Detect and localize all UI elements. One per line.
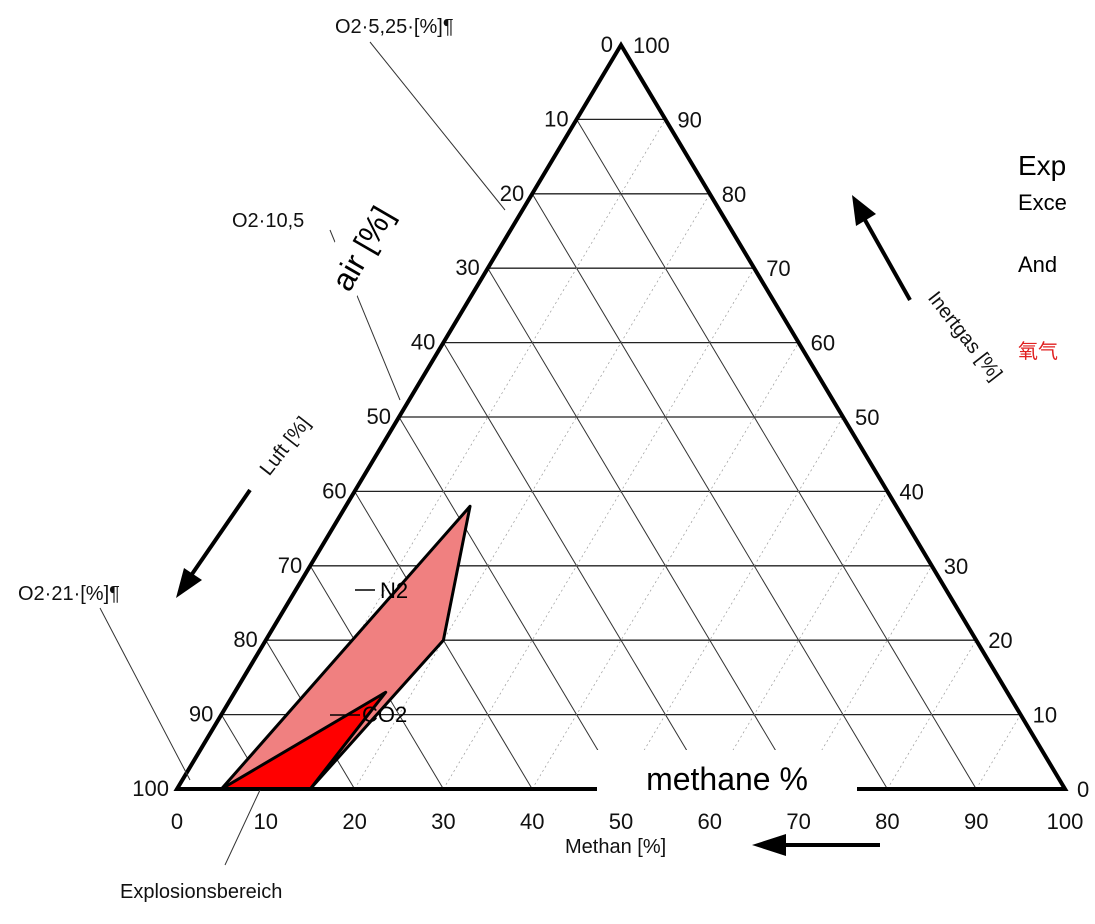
grid-line-air-90	[576, 119, 977, 790]
o2-label-10: O2·10,5	[232, 210, 304, 232]
methane-tick-label: 50	[609, 809, 633, 834]
o2-label-5: O2·5,25·[%]¶	[335, 16, 454, 38]
air-label-bg	[304, 174, 414, 319]
grid-line-air-50	[398, 416, 622, 790]
explosion-regions	[219, 504, 472, 791]
side-note-line-3: And	[1018, 252, 1058, 277]
inert-tick-label: 20	[988, 628, 1012, 653]
grid-line-methane-20	[354, 193, 711, 790]
luft-axis-label: Luft [%]	[256, 413, 315, 480]
air-tick-label: 70	[278, 553, 302, 578]
inert-axis-label: Inertgas [%]	[923, 287, 1006, 385]
o2-label-21: O2·21·[%]¶	[18, 583, 120, 605]
inert-axis-label-group: Inertgas [%]	[923, 287, 1006, 385]
inert-tick-label: 50	[855, 405, 879, 430]
inert-tick-label: 80	[722, 182, 746, 207]
air-tick-label: 100	[132, 776, 169, 801]
air-tick-label: 90	[189, 702, 213, 727]
air-tick-label: 60	[322, 478, 346, 503]
inert-tick-label: 90	[677, 107, 701, 132]
explosion-leader	[224, 789, 261, 866]
methane-arrow-head	[752, 834, 786, 856]
inert-tick-label: 60	[811, 331, 835, 356]
inert-arrow-head	[852, 195, 876, 226]
air-tick-label: 50	[367, 404, 391, 429]
inert-tick-label: 10	[1033, 703, 1057, 728]
air-tick-label: 40	[411, 330, 435, 355]
methane-tick-label: 40	[520, 809, 544, 834]
methane-axis-label: Methan [%]	[565, 836, 666, 858]
grid-line-air-70	[487, 267, 800, 790]
luft-axis-label-group: Luft [%]	[256, 413, 315, 480]
methane-tick-label: 70	[786, 809, 810, 834]
air-tick-label: 30	[455, 255, 479, 280]
n2-label: N2	[380, 578, 408, 603]
inert-tick-label: 30	[944, 554, 968, 579]
grid-line-methane-30	[443, 268, 755, 790]
methane-tick-label: 60	[698, 809, 722, 834]
methane-tick-label: 0	[171, 809, 183, 834]
inert-tick-label: 100	[633, 33, 670, 58]
explosion-label: Explosionsbereich	[120, 881, 282, 903]
air-tick-label: 0	[601, 32, 613, 57]
methane-tick-label: 20	[342, 809, 366, 834]
methane-label: methane %	[646, 761, 808, 797]
methane-tick-label: 100	[1047, 809, 1084, 834]
o2-leader-21	[99, 607, 191, 781]
inert-tick-label: 70	[766, 256, 790, 281]
air-tick-label: 10	[544, 106, 568, 131]
inert-axis-arrow	[863, 219, 912, 301]
side-note-line-4: 氧气	[1018, 339, 1058, 363]
grid-line-methane-80	[887, 640, 977, 790]
air-tick-label: 80	[233, 627, 257, 652]
methane-tick-label: 80	[875, 809, 899, 834]
luft-arrow-head	[176, 568, 202, 598]
air-label-group: air [%]	[304, 174, 414, 319]
co2-label: CO2	[362, 702, 407, 727]
o2-leader-5	[369, 41, 506, 211]
side-note-line-1: Exp	[1018, 150, 1067, 181]
grid-line-methane-90	[975, 714, 1021, 790]
region-n2	[219, 504, 472, 791]
inert-tick-label: 40	[899, 479, 923, 504]
methane-tick-label: 10	[254, 809, 278, 834]
methane-tick-label: 30	[431, 809, 455, 834]
inert-tick-label: 0	[1077, 777, 1089, 802]
annotations: Methan [%] Luft [%] Inertgas [%] O2·5,25·[%…	[18, 16, 1006, 903]
air-tick-label: 20	[500, 181, 524, 206]
grid-line-methane-40	[531, 342, 799, 790]
methane-tick-label: 90	[964, 809, 988, 834]
grid-line-methane-50	[620, 416, 844, 790]
tick-labels: 0 10 20 30 40 50 60 70 80 90 100100908070605040302…	[132, 32, 1089, 834]
grid-line-methane-70	[798, 565, 933, 790]
luft-axis-arrow	[188, 488, 252, 579]
methane-label-bg	[597, 750, 857, 812]
side-note-line-2: Exce	[1018, 190, 1067, 215]
